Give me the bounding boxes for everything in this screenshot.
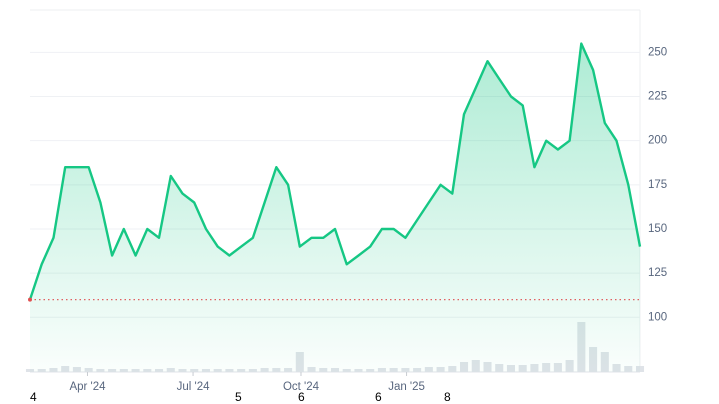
y-tick-label: 175 — [648, 179, 667, 191]
y-tick-label: 250 — [648, 46, 667, 58]
footer-digit: 4 — [30, 390, 37, 404]
y-tick-label: 225 — [648, 91, 667, 103]
footer-digit: 6 — [375, 390, 382, 404]
x-tick-label: Jan '25 — [388, 381, 425, 393]
y-tick-label: 125 — [648, 267, 667, 279]
x-tick-label: Apr '24 — [69, 381, 106, 393]
footer-digit: 6 — [298, 390, 305, 404]
area-fill — [30, 43, 640, 372]
y-tick-label: 200 — [648, 135, 667, 147]
x-tick-label: Oct '24 — [283, 381, 320, 393]
y-tick-label: 100 — [648, 311, 667, 323]
price-line — [28, 42, 642, 300]
footer-digit: 8 — [444, 390, 451, 404]
x-tick-label: Jul '24 — [177, 381, 210, 393]
y-tick-label: 150 — [648, 223, 667, 235]
start-dot — [28, 297, 32, 302]
footer-digit: 5 — [235, 390, 242, 404]
